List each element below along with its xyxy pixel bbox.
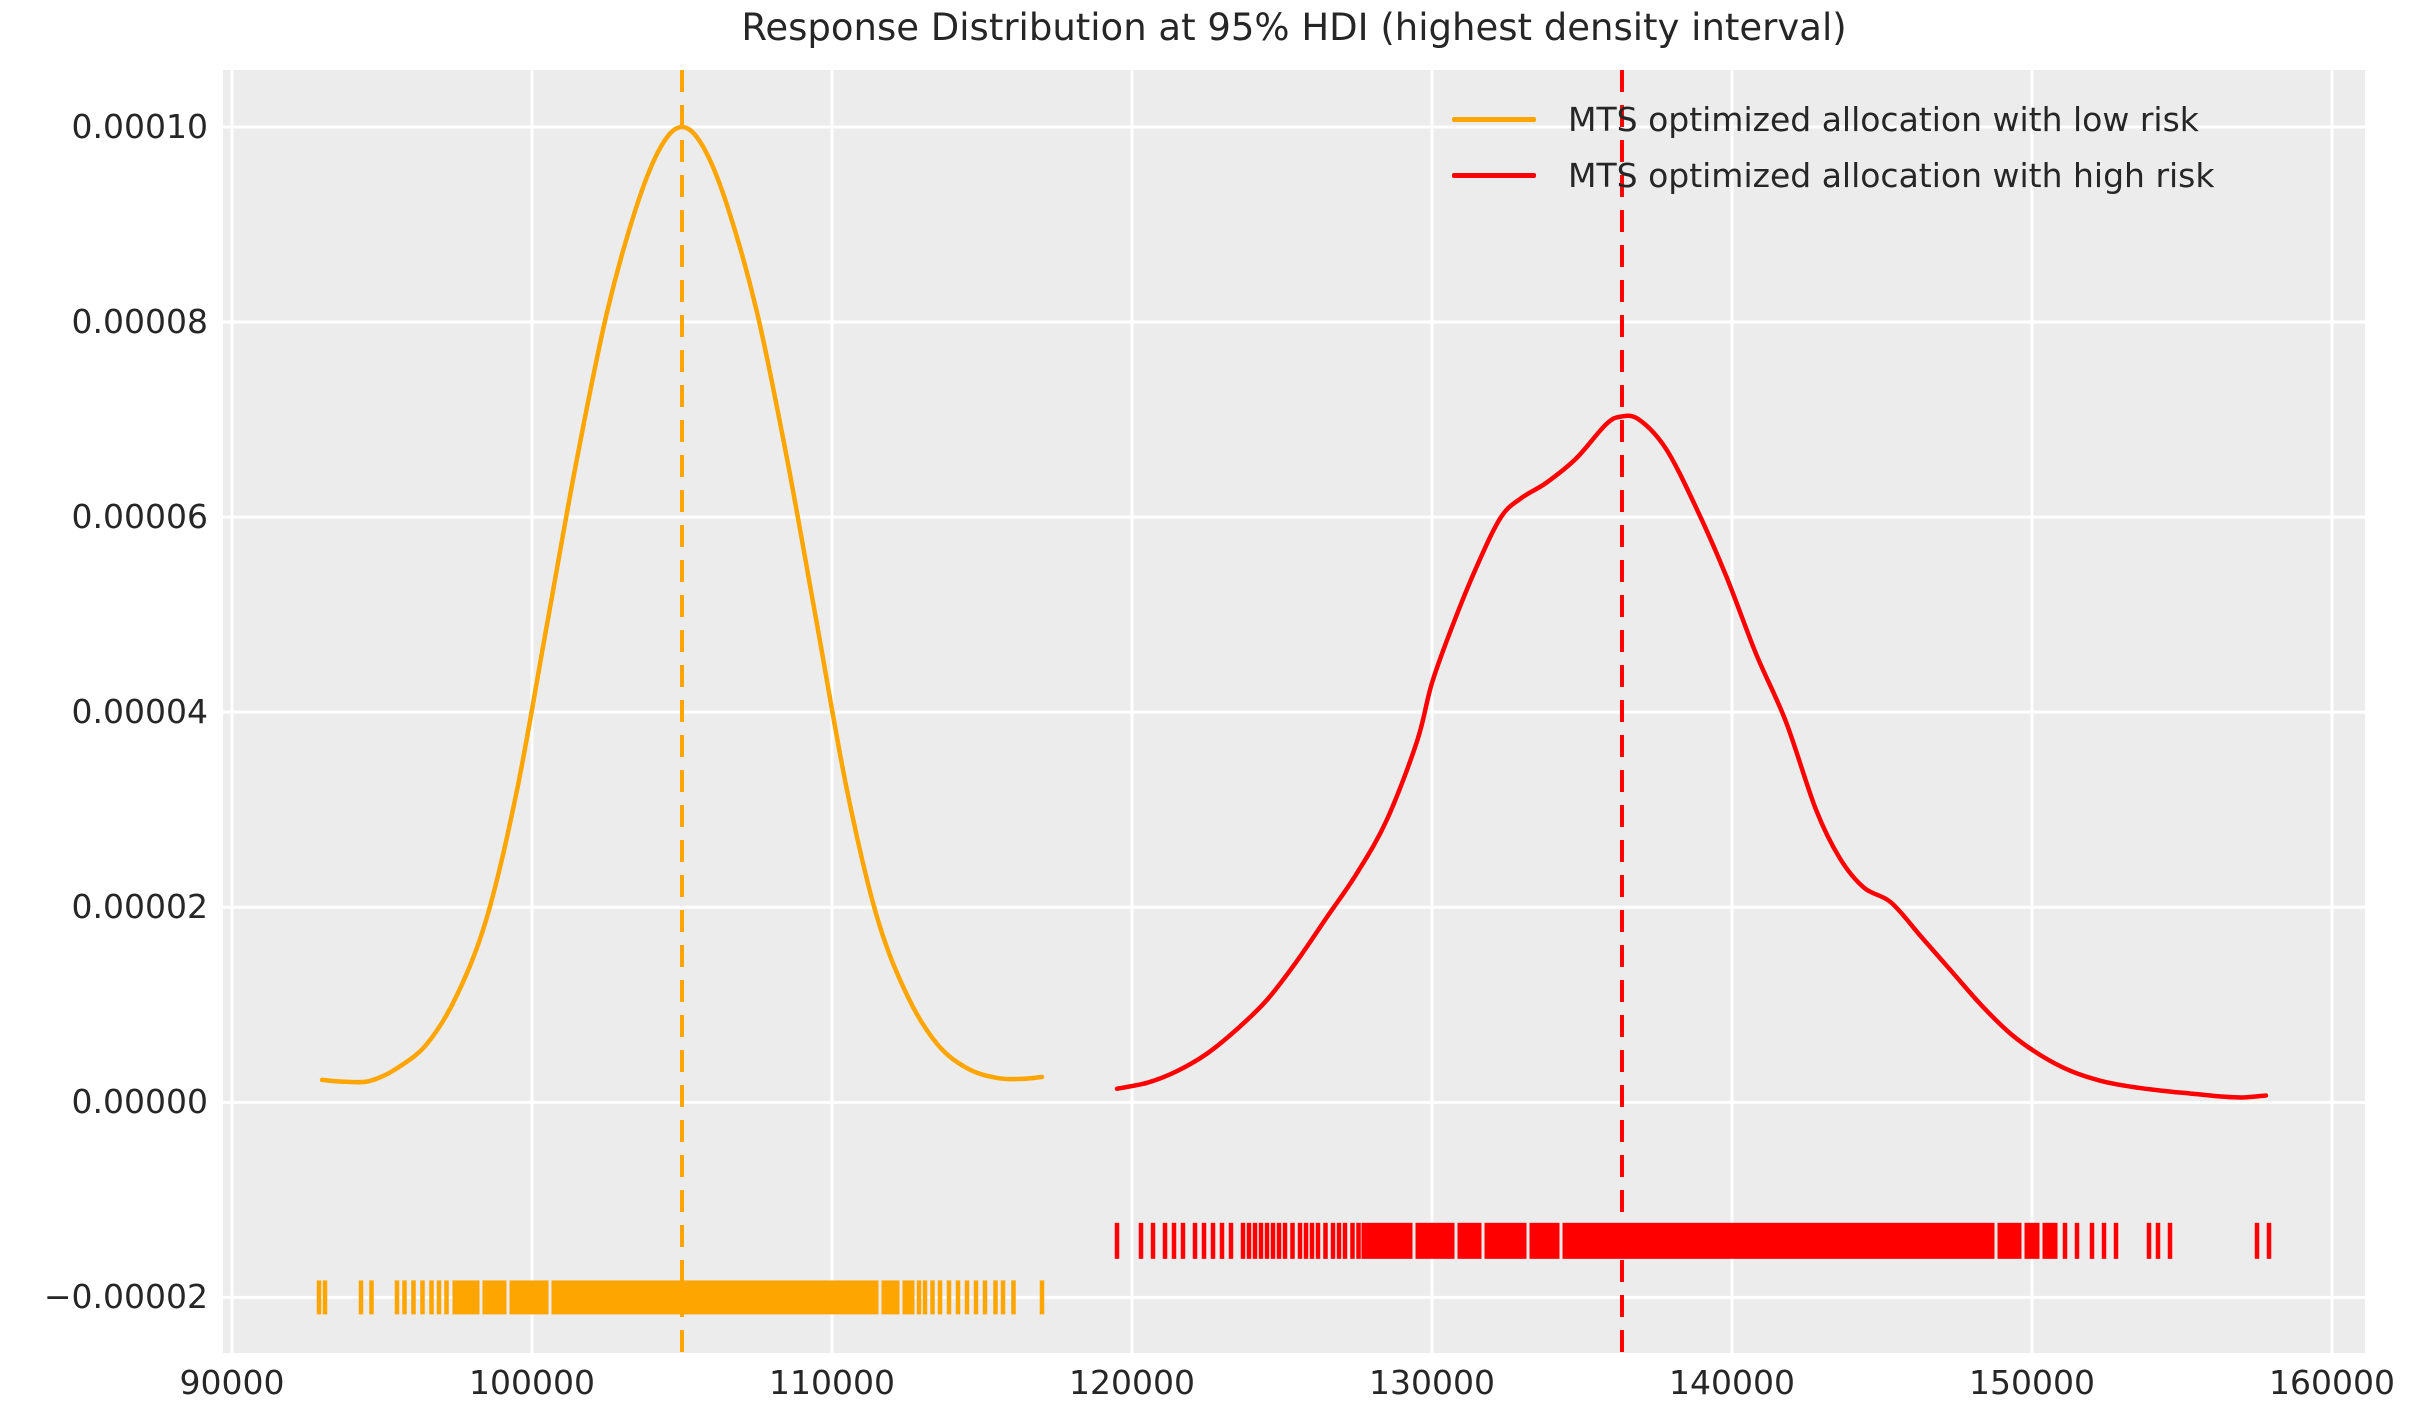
kde-curve-high-risk [1114,413,2269,1100]
rug-band-gap [1994,1221,1998,1260]
x-tick-label: 140000 [1669,1363,1795,1402]
x-tick-label: 130000 [1369,1363,1495,1402]
x-tick-label: 110000 [769,1363,895,1402]
rug-band-gap [506,1279,510,1316]
rug-band-gap [1559,1221,1563,1260]
legend: MTS optimized allocation with low risk M… [1452,96,2214,198]
y-tick-label: 0.00002 [71,887,208,927]
rug-band-gap [2021,1221,2025,1260]
rug-band-gap [479,1279,483,1316]
legend-item-low-risk: MTS optimized allocation with low risk [1452,96,2214,142]
x-tick-label: 100000 [469,1363,595,1402]
rug-band-gap [899,1279,903,1316]
x-tick-label: 150000 [1969,1363,2095,1402]
rug-band-gap [878,1279,882,1316]
legend-item-high-risk: MTS optimized allocation with high risk [1452,152,2214,198]
y-tick-label: −0.00002 [43,1277,208,1317]
x-tick-label: 160000 [2269,1363,2395,1402]
rug-band-gap [1412,1221,1416,1260]
x-tick-label: 90000 [179,1363,285,1402]
y-tick-label: 0.00008 [71,302,208,342]
rug-band-gap [1454,1221,1458,1260]
rug-band-gap [2039,1221,2043,1260]
legend-label-low-risk: MTS optimized allocation with low risk [1568,99,2199,139]
chart-title: Response Distribution at 95% HDI (highes… [741,6,1847,49]
rug-dense-band [1361,1222,2058,1259]
rug-band-gap [1481,1221,1485,1260]
y-tick-label: 0.00006 [71,497,208,537]
y-tick-label: 0.00010 [71,106,208,146]
legend-line-low-risk-icon [1452,116,1536,122]
y-tick-label: 0.00000 [71,1082,208,1122]
x-tick-label: 120000 [1069,1363,1195,1402]
rug-band-gap [548,1279,552,1316]
rug-band-gap [1526,1221,1530,1260]
y-tick-label: 0.00004 [71,692,208,732]
legend-line-high-risk-icon [1452,172,1536,178]
legend-label-high-risk: MTS optimized allocation with high risk [1568,155,2215,195]
